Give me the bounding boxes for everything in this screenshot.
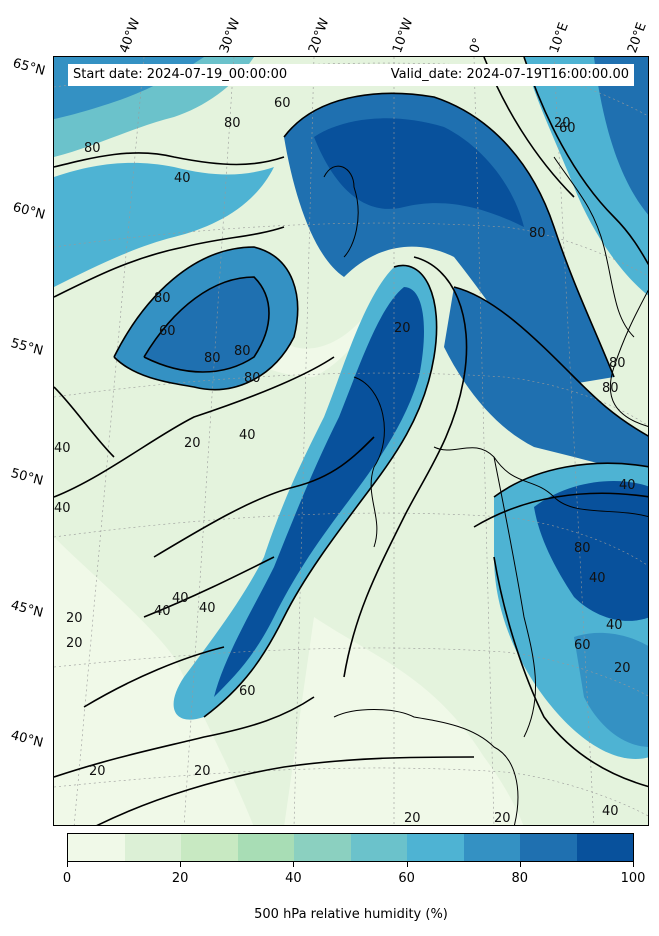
contour-label: 20 (89, 764, 106, 779)
colorbar-segment (181, 834, 238, 861)
colorbar-segment (124, 834, 181, 861)
contour-label: 40 (619, 478, 636, 493)
colorbar-tick-label: 100 (620, 871, 646, 886)
moist-southeast-lower (574, 632, 648, 747)
moist-north-core (314, 118, 524, 227)
contour-label: 80 (234, 344, 251, 359)
colorbar-segment (350, 834, 407, 861)
contour-label: 40 (154, 604, 171, 619)
colorbar-segment (576, 834, 633, 861)
contour-label: 20 (184, 436, 201, 451)
moist-band-east (444, 287, 648, 477)
colorbar-segment (520, 834, 577, 861)
contour-label-group: 80 60 40 80 80 60 80 80 80 20 40 20 40 4… (54, 96, 636, 826)
dry-area-iberia (284, 617, 524, 825)
contour-label: 20 (404, 811, 421, 826)
contour-label: 20 (554, 116, 571, 131)
longitude-label: 0° (467, 36, 487, 56)
contour-label: 40 (199, 601, 216, 616)
latitude-label: 45°N (9, 598, 45, 621)
colorbar (67, 833, 634, 862)
colorbar-tick (406, 862, 408, 867)
latitude-label: 65°N (11, 56, 47, 79)
colorbar-tick (180, 862, 182, 867)
contour-label: 60 (274, 96, 291, 111)
contour-label: 40 (54, 441, 71, 456)
contour-label: 20 (394, 321, 411, 336)
contour-label: 80 (84, 141, 101, 156)
contour-label: 80 (154, 291, 171, 306)
latitude-label: 55°N (9, 336, 45, 359)
moist-southeast-core (534, 481, 648, 621)
colorbar-tick-label: 20 (171, 871, 189, 886)
longitude-label: 20°W (306, 16, 333, 56)
longitude-label: 30°W (217, 16, 244, 56)
latitude-label: 50°N (9, 466, 45, 489)
contour-label: 40 (602, 804, 619, 819)
colorbar-segment (68, 834, 125, 861)
contour-label: 40 (239, 428, 256, 443)
contour-label: 20 (614, 661, 631, 676)
contour-label: 20 (494, 811, 511, 826)
latitude-label: 60°N (11, 200, 47, 223)
date-info-box: Start date: 2024-07-19_00:00:00 Valid_da… (68, 64, 634, 86)
contour-label: 20 (66, 636, 83, 651)
longitude-label: 10°E (547, 20, 572, 56)
moist-northeast-core (594, 57, 648, 215)
colorbar-segment (294, 834, 351, 861)
map-panel: 80 60 40 80 80 60 80 80 80 20 40 20 40 4… (53, 56, 649, 826)
colorbar-tick-label: 40 (285, 871, 302, 886)
contour-label: 60 (159, 324, 176, 339)
colorbar-segment (407, 834, 464, 861)
moist-west-core (144, 277, 269, 372)
colorbar-tick-label: 0 (62, 871, 72, 886)
colorbar-title: 500 hPa relative humidity (%) (254, 907, 448, 922)
dry-area-southwest (54, 537, 254, 825)
contour-label: 80 (602, 381, 619, 396)
contour-label: 40 (54, 501, 71, 516)
contour-label: 40 (589, 571, 606, 586)
graticule (54, 57, 648, 825)
humidity-map: 80 60 40 80 80 60 80 80 80 20 40 20 40 4… (54, 57, 648, 826)
latitude-label: 40°N (9, 728, 45, 751)
start-date-label: Start date: 2024-07-19_00:00:00 (73, 67, 288, 82)
contour-label: 60 (239, 684, 256, 699)
longitude-label: 10°W (390, 16, 417, 56)
valid-date-label: Valid_date: 2024-07-19T16:00:00.00 (390, 67, 629, 82)
colorbar-tick-label: 80 (511, 871, 529, 886)
contour-label: 80 (574, 541, 591, 556)
colorbar-tick-label: 60 (398, 871, 415, 886)
colorbar-tick (519, 862, 521, 867)
contour-label: 80 (609, 356, 626, 371)
moist-band-west (54, 162, 274, 287)
contour-label: 40 (174, 171, 191, 186)
colorbar-segment (463, 834, 520, 861)
contour-label: 20 (194, 764, 211, 779)
contour-label: 20 (66, 611, 83, 626)
contour-label: 60 (559, 121, 576, 136)
longitude-label: 40°W (117, 16, 144, 56)
contour-label: 40 (606, 618, 623, 633)
colorbar-tick (633, 862, 634, 867)
contour-label: 80 (244, 371, 261, 386)
colorbar-tick (293, 862, 295, 867)
contour-label: 80 (204, 351, 221, 366)
dry-band-central (164, 267, 394, 377)
contour-label: 40 (172, 591, 189, 606)
colorbar-tick (67, 862, 68, 867)
colorbar-segment (237, 834, 294, 861)
contour-label: 80 (224, 116, 241, 131)
contour-label: 60 (574, 638, 591, 653)
longitude-label: 20°E (625, 20, 650, 56)
contour-lines (54, 57, 648, 825)
contour-label: 80 (529, 226, 546, 241)
